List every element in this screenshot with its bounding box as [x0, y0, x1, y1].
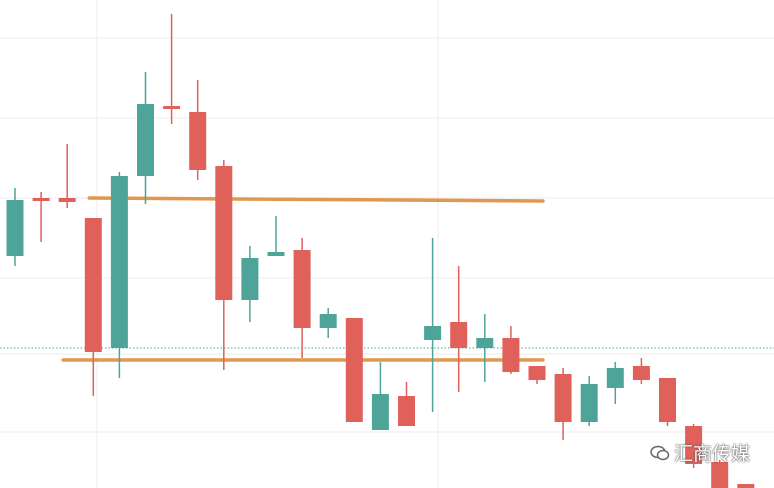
- candle: [502, 326, 520, 374]
- candle: [189, 80, 207, 180]
- candle-body: [84, 218, 102, 352]
- candle-body: [371, 394, 389, 430]
- watermark: 汇商传媒: [650, 439, 750, 466]
- candle: [137, 72, 154, 204]
- candle: [6, 188, 24, 266]
- candle: [476, 314, 494, 382]
- candle: [632, 358, 650, 384]
- candles: [6, 14, 755, 488]
- candle-body: [137, 104, 154, 176]
- candle-body: [476, 338, 494, 348]
- watermark-text: 汇商传媒: [673, 443, 750, 465]
- candle-body: [110, 176, 128, 348]
- candle: [267, 216, 285, 256]
- candle-body: [554, 374, 572, 422]
- candle-body: [293, 250, 311, 328]
- candle: [319, 308, 337, 338]
- candle-body: [528, 366, 546, 380]
- candle: [293, 238, 311, 358]
- candle-body: [319, 314, 337, 328]
- candle-body: [163, 106, 181, 109]
- candle-body: [215, 166, 233, 300]
- candle-body: [580, 384, 598, 422]
- candle-body: [632, 366, 650, 380]
- candle: [424, 238, 442, 412]
- candle: [737, 484, 755, 488]
- candle: [371, 362, 389, 430]
- candle-body: [6, 200, 24, 256]
- candle-body: [502, 338, 520, 372]
- candle: [32, 192, 50, 242]
- candle: [711, 460, 729, 488]
- candle: [398, 382, 415, 426]
- horizontal-lines: [0, 196, 774, 362]
- candle: [554, 368, 572, 440]
- candle-body: [241, 258, 259, 300]
- candle-body: [737, 484, 755, 488]
- candle-body: [606, 368, 624, 388]
- candle-body: [267, 252, 285, 256]
- candle: [345, 318, 363, 422]
- candle-body: [189, 112, 207, 170]
- candle: [659, 378, 676, 426]
- wechat-icon: [650, 445, 670, 460]
- candle-body: [58, 198, 76, 202]
- candle: [685, 424, 703, 468]
- candle: [580, 376, 598, 426]
- candle-body: [424, 326, 442, 340]
- candle: [163, 14, 181, 124]
- candle: [606, 362, 624, 404]
- candle-body: [450, 322, 468, 348]
- candle: [215, 160, 233, 370]
- candle: [450, 266, 468, 392]
- candle: [241, 246, 259, 322]
- candle-body: [345, 318, 363, 422]
- resistance-line: [87, 196, 545, 203]
- candle: [58, 144, 76, 208]
- candle-body: [685, 426, 703, 464]
- candle-body: [711, 462, 729, 488]
- candle: [84, 218, 102, 396]
- candle-body: [32, 198, 50, 201]
- candle-body: [398, 396, 415, 426]
- candle: [528, 366, 546, 384]
- candle-body: [659, 378, 676, 422]
- candle: [110, 172, 128, 378]
